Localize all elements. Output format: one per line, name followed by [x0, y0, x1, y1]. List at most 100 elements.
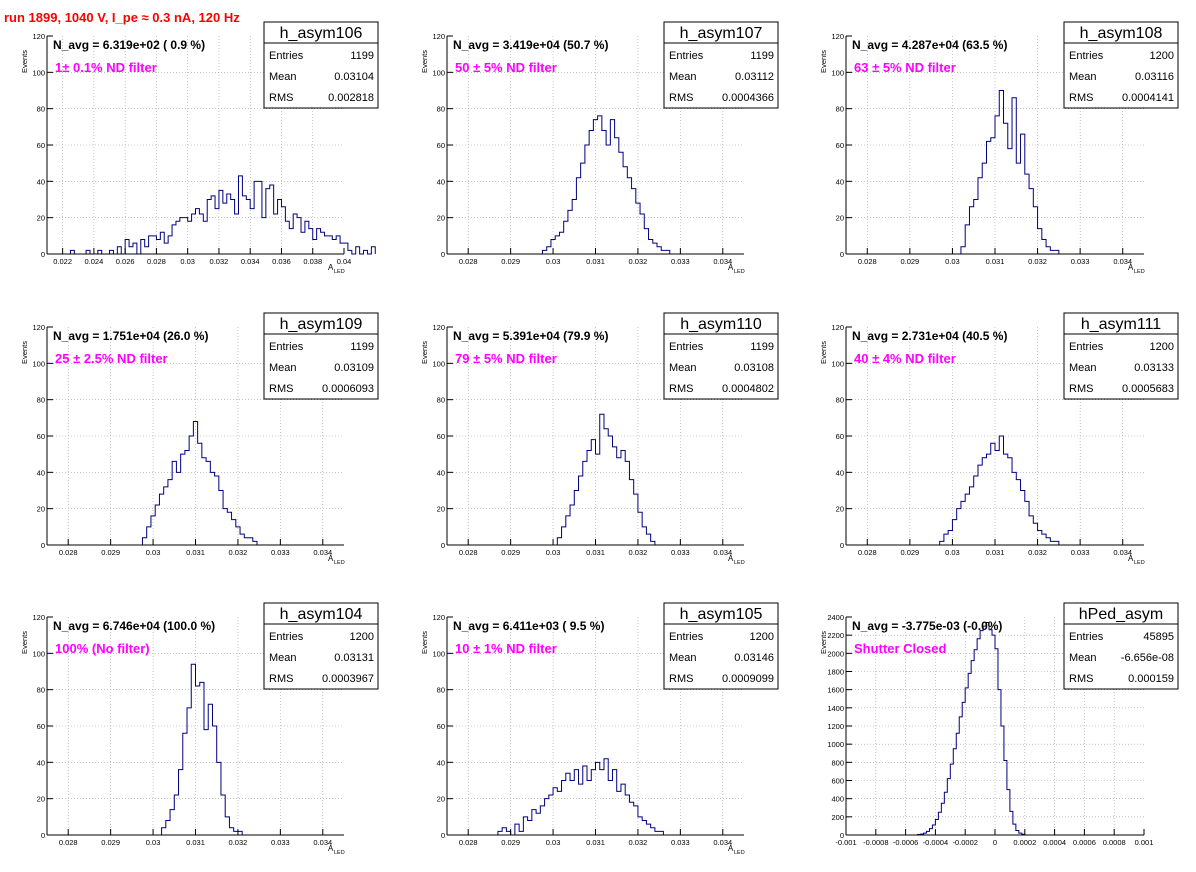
x-tick-label: 0.032 [1028, 548, 1047, 557]
stats-label: Entries [1069, 50, 1104, 62]
histogram-series [939, 435, 1060, 545]
stats-label: Entries [269, 341, 304, 353]
stats-label: Mean [1069, 362, 1097, 374]
stats-box [263, 602, 379, 690]
y-tick-label: 0 [441, 831, 445, 840]
x-tick-label: 0.032 [1028, 257, 1047, 266]
stats-box-title: h_asym108 [1080, 25, 1163, 42]
histogram-series [960, 90, 1060, 254]
x-tick-label: -0.0002 [952, 838, 977, 847]
filter-annotation: 10 ± 1% ND filter [455, 641, 557, 656]
x-tick-label: 0.032 [629, 838, 648, 847]
x-tick-label: 0.034 [1113, 257, 1132, 266]
x-tick-label: 0.031 [986, 257, 1005, 266]
y-tick-label: 2400 [827, 613, 844, 622]
y-tick-label: 100 [32, 68, 45, 77]
y-tick-label: 20 [37, 214, 45, 223]
histogram-series [556, 413, 656, 545]
x-tick-label: -0.001 [835, 838, 856, 847]
stats-label: Mean [669, 71, 697, 83]
x-tick-label: 0.032 [210, 257, 229, 266]
stats-value: 0.03116 [1135, 71, 1174, 83]
x-axis-label: A [728, 844, 734, 853]
stats-value: 0.0004366 [722, 92, 774, 104]
stats-box [663, 21, 779, 109]
stats-label: RMS [1069, 383, 1093, 395]
histogram-panel-h_asym111: 0.028 0.029 0.03 0.031 0.032 0.033 0.034 0 20 40 6… [819, 312, 1179, 566]
x-tick-label: 0.031 [186, 838, 205, 847]
x-tick-label: 0.0006 [1073, 838, 1096, 847]
y-axis-label: Events [20, 50, 29, 73]
y-tick-label: 40 [37, 758, 45, 767]
y-tick-label: 40 [37, 468, 45, 477]
x-tick-label: -0.0004 [923, 838, 948, 847]
filter-annotation: 25 ± 2.5% ND filter [55, 351, 168, 366]
y-tick-label: 60 [437, 141, 445, 150]
stats-value: 0.0004802 [722, 383, 774, 395]
stats-value: -6.656e-08 [1121, 652, 1174, 664]
x-axis-label-subscript: LED [334, 560, 345, 566]
y-tick-label: 2000 [827, 649, 844, 658]
histogram-series [141, 420, 258, 545]
y-tick-label: 60 [37, 141, 45, 150]
x-tick-label: 0.029 [101, 838, 120, 847]
x-tick-label: 0.03 [945, 257, 960, 266]
x-tick-label: 0.038 [303, 257, 322, 266]
y-tick-label: 80 [37, 396, 45, 405]
x-tick-label: 0 [993, 838, 997, 847]
histogram-panel-h_asym107: 0.028 0.029 0.03 0.031 0.032 0.033 0.034 0 20 40 6… [420, 21, 779, 275]
x-axis-label-subscript: LED [1134, 560, 1145, 566]
stats-label: Mean [669, 652, 697, 664]
x-tick-label: 0.033 [671, 838, 690, 847]
y-tick-label: 80 [437, 686, 445, 695]
x-tick-label: 0.001 [1135, 838, 1154, 847]
x-tick-label: 0.0004 [1043, 838, 1066, 847]
stats-box-title: h_asym106 [280, 25, 363, 42]
stats-box-title: h_asym109 [280, 316, 363, 333]
y-tick-label: 80 [836, 105, 844, 114]
y-tick-label: 0 [41, 541, 45, 550]
y-tick-label: 40 [836, 468, 844, 477]
filter-annotation: 40 ± 4% ND filter [854, 351, 956, 366]
x-tick-label: 0.028 [858, 548, 877, 557]
histogram-panel-h_asym106: 0.022 0.024 0.026 0.028 0.03 0.032 0.034 0.036 0… [20, 21, 379, 275]
x-tick-label: -0.0006 [893, 838, 918, 847]
y-tick-label: 100 [432, 649, 445, 658]
y-tick-label: 20 [836, 214, 844, 223]
x-tick-label: 0.034 [313, 838, 332, 847]
stats-value: 0.0004141 [1122, 92, 1174, 104]
x-tick-label: 0.028 [459, 257, 478, 266]
x-tick-label: 0.034 [313, 548, 332, 557]
navg-label: N_avg = -3.775e-03 (-0.0%) [852, 619, 1002, 633]
y-tick-label: 80 [836, 396, 844, 405]
stats-box-title: h_asym110 [680, 316, 762, 333]
y-tick-label: 600 [831, 777, 844, 786]
x-axis-label-subscript: LED [334, 269, 345, 275]
y-axis-label: Events [420, 631, 429, 654]
stats-label: Entries [669, 50, 704, 62]
stats-value: 0.000159 [1128, 673, 1174, 685]
x-tick-label: 0.028 [459, 838, 478, 847]
stats-label: Entries [669, 341, 704, 353]
x-tick-label: 0.028 [147, 257, 166, 266]
x-tick-label: 0.028 [858, 257, 877, 266]
x-tick-label: 0.032 [629, 548, 648, 557]
stats-value: 0.0005683 [1122, 383, 1174, 395]
stats-box-title: h_asym104 [280, 606, 363, 623]
navg-label: N_avg = 6.411e+03 ( 9.5 %) [453, 619, 604, 633]
stats-label: Mean [669, 362, 697, 374]
stats-box [263, 312, 379, 400]
x-tick-label: 0.033 [671, 548, 690, 557]
y-tick-label: 60 [37, 432, 45, 441]
stats-value: 0.03146 [734, 652, 774, 664]
x-tick-label: 0.03 [546, 257, 561, 266]
histogram-series [497, 758, 664, 836]
y-tick-label: 0 [41, 831, 45, 840]
y-tick-label: 60 [836, 141, 844, 150]
y-tick-label: 0 [840, 541, 844, 550]
y-axis-label: Events [420, 50, 429, 73]
x-tick-label: 0.034 [713, 838, 732, 847]
x-tick-label: 0.031 [586, 548, 605, 557]
y-tick-label: 20 [37, 795, 45, 804]
histogram-panel-h_asym108: 0.028 0.029 0.03 0.031 0.032 0.033 0.034 0 20 40 6… [819, 21, 1179, 275]
